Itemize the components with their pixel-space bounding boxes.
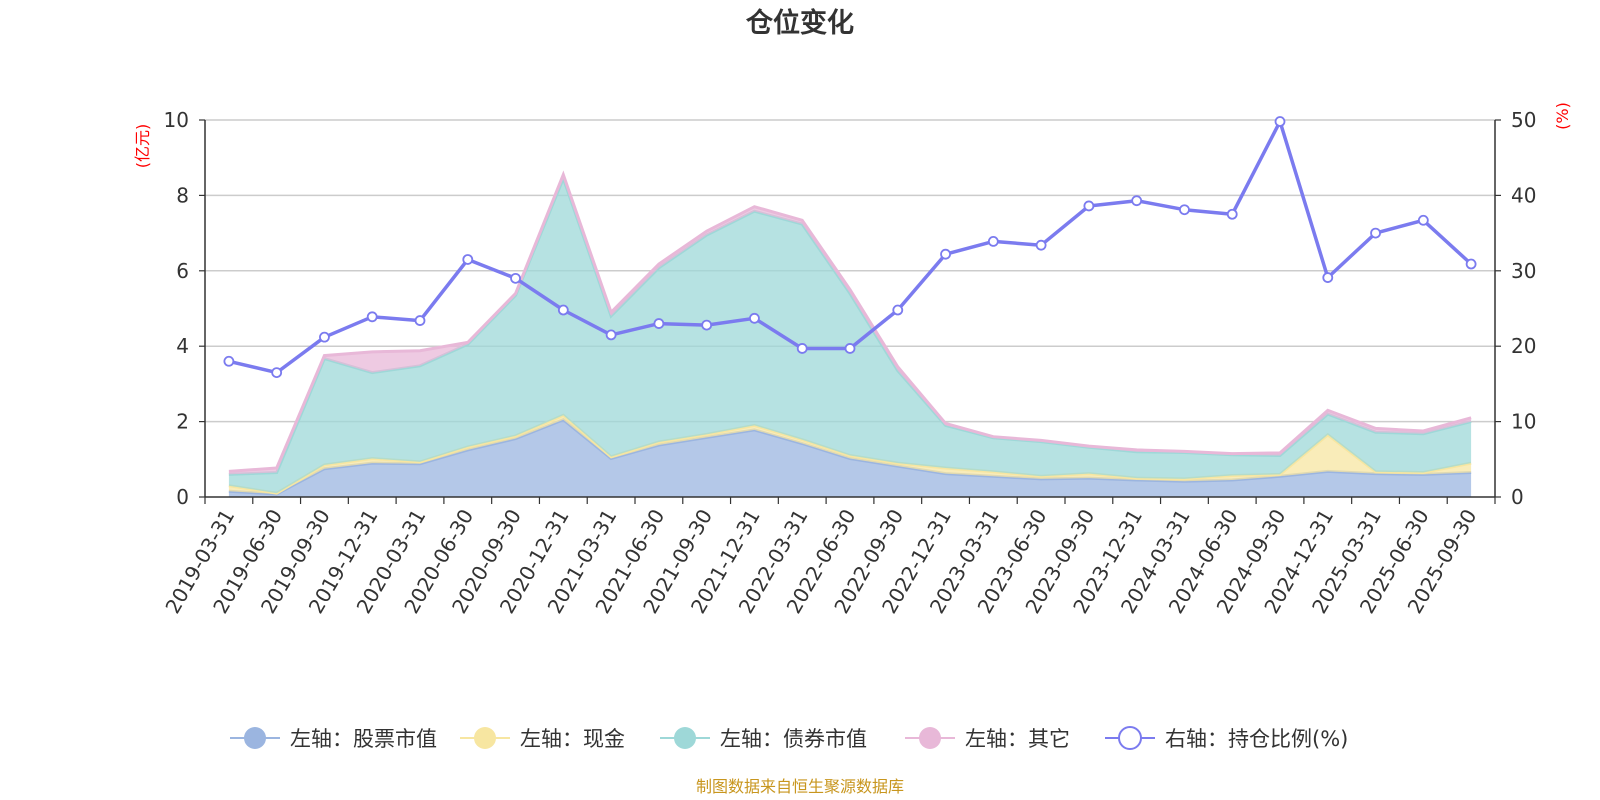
legend-marker-icon (1118, 726, 1142, 750)
left-tick-label: 10 (164, 108, 189, 132)
data-point-holding-ratio (319, 331, 330, 343)
legend-item[interactable]: 左轴：现金 (460, 727, 625, 751)
right-tick-label: 20 (1511, 334, 1536, 358)
data-point-holding-ratio (1179, 204, 1190, 216)
data-point-holding-ratio (1035, 239, 1047, 251)
legend-marker-icon (919, 727, 941, 749)
data-point-holding-ratio (557, 304, 569, 316)
area-edge-左轴：其它 (228, 170, 1472, 473)
legend-marker-icon (474, 727, 496, 749)
legend-marker-icon (244, 727, 266, 749)
legend-item[interactable]: 左轴：股票市值 (230, 727, 437, 751)
left-tick-label: 0 (176, 485, 189, 509)
left-tick-label: 4 (176, 334, 189, 358)
legend-label: 左轴：债券市值 (720, 727, 867, 751)
legend-label: 左轴：股票市值 (290, 727, 437, 751)
legend-label: 右轴：持仓比例(%) (1165, 727, 1348, 751)
left-axis-unit: (亿元) (133, 124, 152, 169)
data-point-holding-ratio (223, 355, 235, 367)
right-axis-unit: (%) (1553, 102, 1572, 130)
right-tick-label: 10 (1511, 410, 1536, 434)
legend-item[interactable]: 左轴：其它 (905, 727, 1070, 751)
data-point-holding-ratio (940, 248, 951, 260)
data-point-holding-ratio (605, 329, 617, 341)
right-tick-label: 30 (1511, 259, 1536, 283)
data-point-holding-ratio (701, 319, 713, 331)
data-point-holding-ratio (844, 343, 856, 354)
left-tick-label: 8 (176, 183, 189, 207)
chart-title: 仓位变化 (745, 7, 854, 39)
area-左轴：债券市值 (228, 178, 1472, 494)
source-note: 制图数据来自恒生聚源数据库 (696, 777, 904, 796)
legend-item[interactable]: 右轴：持仓比例(%) (1105, 726, 1348, 751)
data-point-holding-ratio (1465, 258, 1477, 270)
data-point-holding-ratio (749, 312, 760, 324)
legend-marker-icon (674, 727, 696, 749)
right-tick-label: 40 (1511, 183, 1536, 207)
legend-label: 左轴：现金 (520, 727, 625, 751)
data-point-holding-ratio (892, 304, 904, 316)
data-point-holding-ratio (1274, 116, 1286, 127)
data-point-holding-ratio (1370, 227, 1381, 239)
data-point-holding-ratio (987, 235, 999, 247)
left-tick-label: 6 (176, 259, 189, 283)
legend-item[interactable]: 左轴：债券市值 (660, 727, 867, 751)
data-point-holding-ratio (1226, 208, 1238, 220)
data-point-holding-ratio (653, 318, 665, 329)
data-point-holding-ratio (414, 315, 426, 326)
left-tick-label: 2 (176, 410, 189, 434)
data-point-holding-ratio (1322, 272, 1334, 283)
data-point-holding-ratio (1131, 195, 1143, 207)
data-point-holding-ratio (1083, 200, 1095, 212)
data-point-holding-ratio (271, 367, 283, 378)
area-左轴：股票市值 (228, 419, 1472, 497)
data-point-holding-ratio (510, 272, 521, 284)
right-tick-label: 0 (1511, 485, 1524, 509)
data-point-holding-ratio (366, 311, 378, 323)
right-tick-label: 50 (1511, 108, 1536, 132)
data-point-holding-ratio (1417, 214, 1429, 226)
legend-label: 左轴：其它 (965, 727, 1070, 751)
data-point-holding-ratio (796, 343, 808, 354)
data-point-holding-ratio (462, 254, 474, 265)
